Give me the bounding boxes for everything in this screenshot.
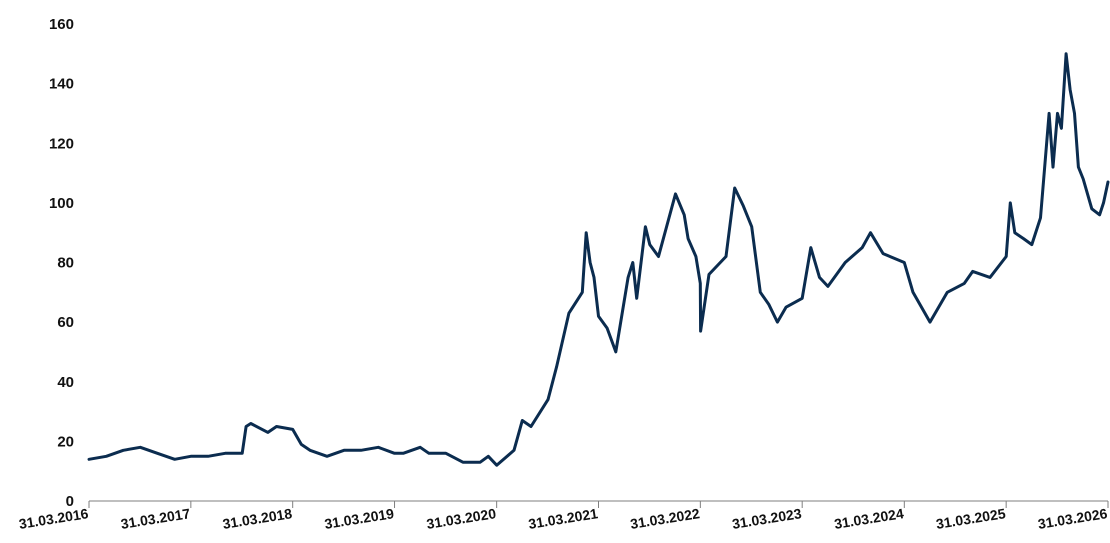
x-tick-label: 31.03.2016 (18, 505, 90, 532)
y-tick-label: 100 (49, 195, 74, 212)
x-tick-label: 31.03.2023 (731, 505, 803, 532)
x-tick-label: 31.03.2018 (221, 505, 293, 532)
y-tick-label: 0 (66, 493, 74, 510)
y-tick-label: 40 (57, 374, 74, 391)
y-tick-label: 140 (49, 76, 74, 93)
series-line (87, 52, 1110, 467)
x-tick-label: 31.03.2021 (527, 505, 599, 532)
x-tick-label: 31.03.2019 (323, 505, 395, 532)
x-axis-ticks: 31.03.2016 31.03.2017 31.03.2018 31.03.2019… (18, 501, 1109, 532)
y-axis-ticks: 0 20 40 60 80 100 120 140 160 (49, 16, 74, 510)
y-tick-label: 80 (57, 255, 74, 272)
x-tick-label: 31.03.2017 (120, 505, 192, 532)
y-tick-label: 120 (49, 135, 74, 152)
x-tick-label: 31.03.2020 (425, 505, 497, 532)
x-tick-label: 31.03.2024 (833, 505, 905, 532)
x-tick-label: 31.03.2025 (935, 505, 1007, 532)
y-tick-label: 160 (49, 16, 74, 33)
y-tick-label: 60 (57, 314, 74, 331)
y-tick-label: 20 (57, 433, 74, 450)
x-tick-label: 31.03.2022 (629, 505, 701, 532)
plot-area (87, 52, 1110, 467)
x-tick-label: 31.03.2026 (1037, 505, 1109, 532)
